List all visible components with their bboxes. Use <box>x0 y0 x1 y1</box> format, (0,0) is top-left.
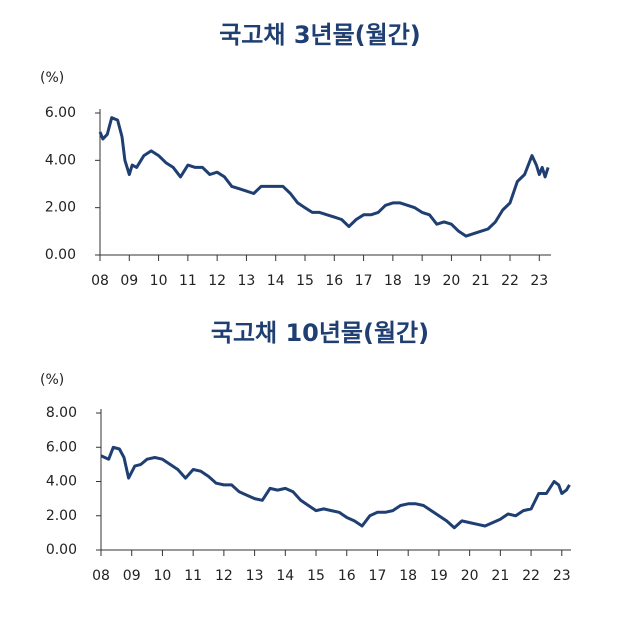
x-tick-label: 15 <box>296 273 314 289</box>
x-tick-label: 21 <box>491 568 509 584</box>
x-tick-label: 15 <box>307 568 325 584</box>
y-tick-label: 6.00 <box>46 439 77 455</box>
x-tick-label: 14 <box>267 273 285 289</box>
x-tick-label: 10 <box>154 568 172 584</box>
x-tick-label: 21 <box>472 273 490 289</box>
x-tick-label: 11 <box>184 568 202 584</box>
y-unit: (%) <box>40 70 64 86</box>
x-tick-label: 16 <box>325 273 343 289</box>
y-tick-label: 2.00 <box>46 508 77 524</box>
x-tick-label: 14 <box>276 568 294 584</box>
x-tick-label: 09 <box>120 273 138 289</box>
y-tick-label: 4.00 <box>45 152 76 168</box>
chart-title: 국고채 10년물(월간) <box>211 319 429 347</box>
x-tick-label: 19 <box>430 568 448 584</box>
chart-title: 국고채 3년물(월간) <box>219 21 421 49</box>
y-tick-label: 6.00 <box>45 105 76 121</box>
x-tick-label: 12 <box>208 273 226 289</box>
series-line <box>98 116 550 238</box>
y-tick-label: 4.00 <box>46 474 77 490</box>
x-tick-label: 23 <box>530 273 548 289</box>
x-tick-label: 18 <box>399 568 417 584</box>
x-tick-label: 10 <box>150 273 168 289</box>
y-unit: (%) <box>40 372 64 388</box>
series-line <box>100 445 571 530</box>
x-tick-label: 20 <box>461 568 479 584</box>
x-tick-label: 08 <box>91 273 109 289</box>
x-tick-label: 17 <box>369 568 387 584</box>
x-tick-label: 20 <box>443 273 461 289</box>
y-tick-label: 0.00 <box>45 247 76 263</box>
x-tick-label: 18 <box>384 273 402 289</box>
y-tick-label: 2.00 <box>45 200 76 216</box>
y-tick-label: 0.00 <box>46 542 77 558</box>
y-tick-label: 8.00 <box>46 405 77 421</box>
x-tick-label: 22 <box>501 273 519 289</box>
x-tick-label: 09 <box>123 568 141 584</box>
x-tick-label: 13 <box>246 568 264 584</box>
x-tick-label: 23 <box>553 568 571 584</box>
x-tick-label: 17 <box>355 273 373 289</box>
x-tick-label: 19 <box>413 273 431 289</box>
x-tick-label: 13 <box>238 273 256 289</box>
x-tick-label: 08 <box>92 568 110 584</box>
x-tick-label: 16 <box>338 568 356 584</box>
x-tick-label: 22 <box>522 568 540 584</box>
x-tick-label: 12 <box>215 568 233 584</box>
x-tick-label: 11 <box>179 273 197 289</box>
